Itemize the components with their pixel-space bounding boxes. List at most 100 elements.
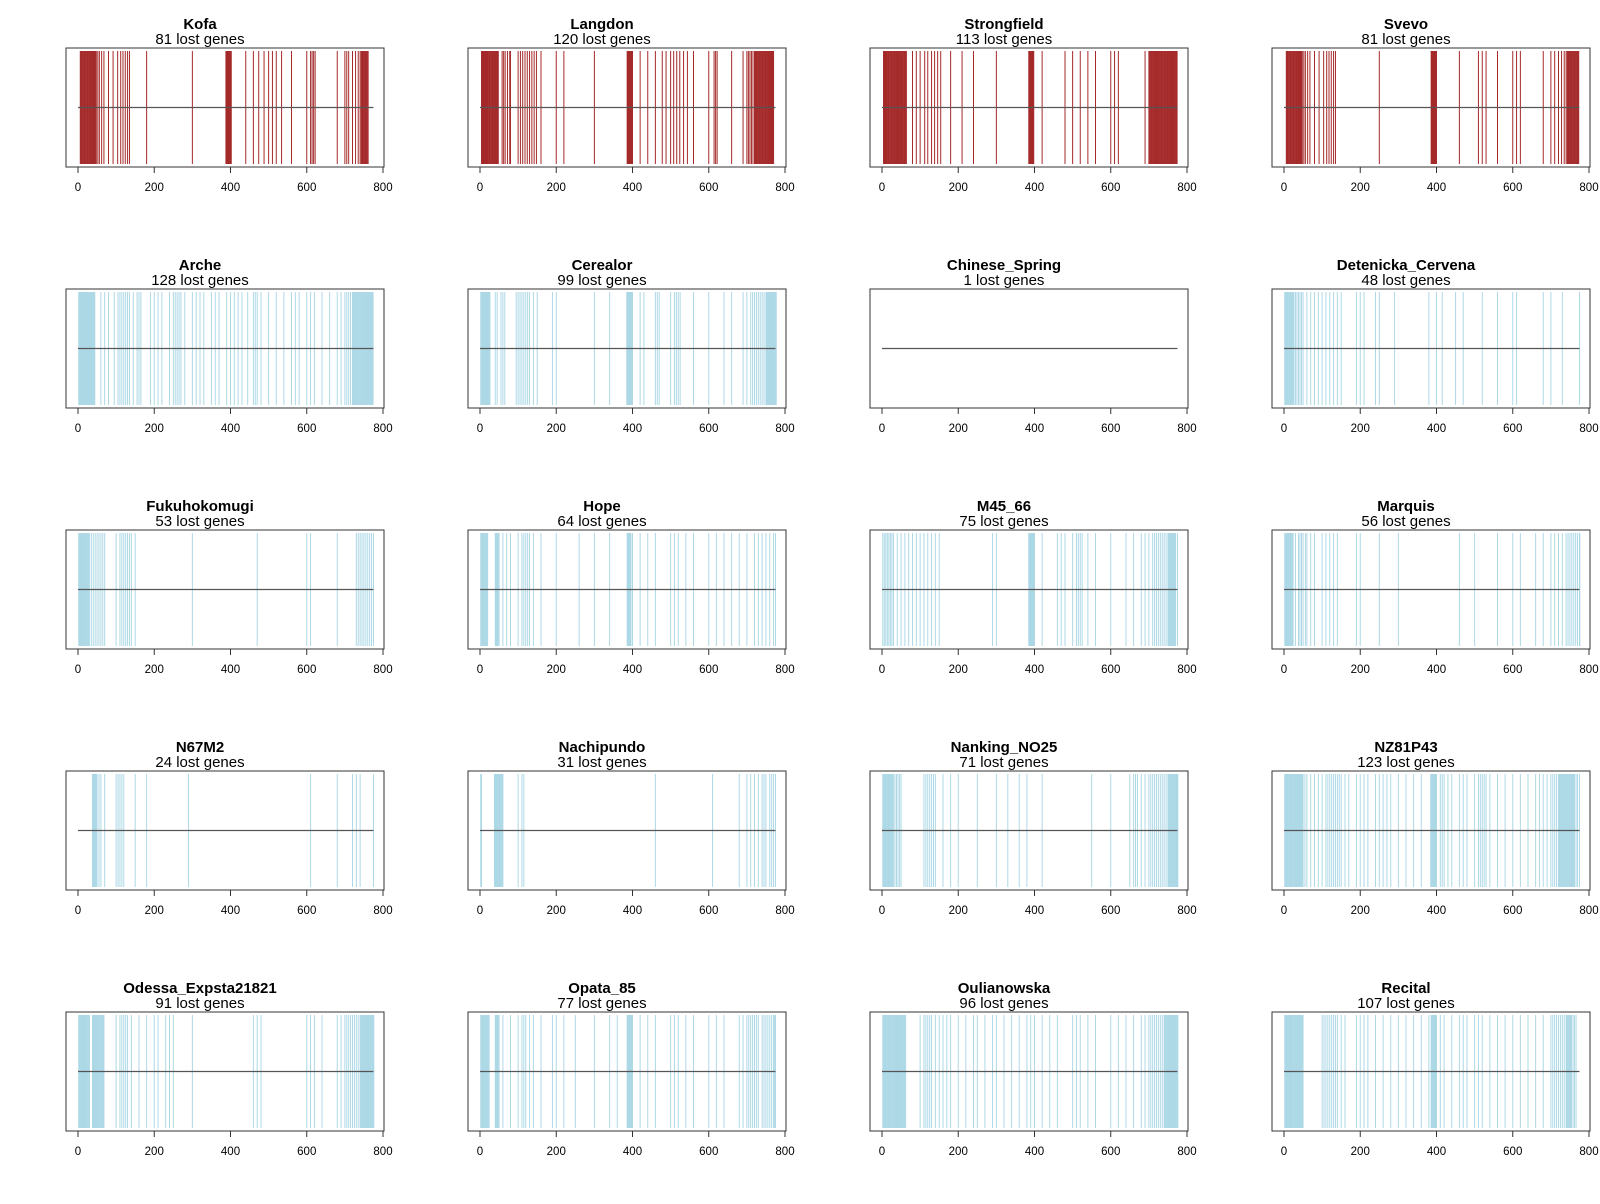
x-tick-label: 600 <box>297 664 316 676</box>
panel-title: Strongfield <box>964 16 1044 33</box>
x-tick-label: 600 <box>699 182 718 194</box>
x-tick-label: 200 <box>547 423 566 435</box>
x-tick-label: 400 <box>221 905 240 917</box>
panel-subtitle: 48 lost genes <box>1361 272 1451 289</box>
x-tick-label: 600 <box>1101 1146 1120 1158</box>
x-tick-label: 800 <box>1177 905 1196 917</box>
panel-title: N67M2 <box>175 739 225 756</box>
strip-plot: 0 200 400 600 800 <box>1271 1011 1599 1158</box>
x-tick-label: 200 <box>547 664 566 676</box>
x-tick-label: 400 <box>1427 1146 1446 1158</box>
x-tick-label: 800 <box>775 664 794 676</box>
panel-title: Hope <box>583 498 621 515</box>
panel-subtitle: 31 lost genes <box>557 754 647 771</box>
panel-svevo: Svevo 81 lost genes 0 200 400 600 800 <box>1206 0 1600 240</box>
panel-title: Nachipundo <box>558 739 646 756</box>
x-tick-label: 600 <box>1503 182 1522 194</box>
panel-subtitle: 120 lost genes <box>553 31 651 48</box>
panel-subtitle: 64 lost genes <box>557 513 647 530</box>
panel-title: Chinese_Spring <box>946 257 1062 274</box>
panel-nanking-no25: Nanking_NO25 71 lost genes 0 200 400 600 800 <box>804 723 1204 963</box>
x-tick-label: 200 <box>547 182 566 194</box>
x-tick-label: 800 <box>1177 182 1196 194</box>
x-tick-label: 800 <box>775 182 794 194</box>
panel-n67m2: N67M2 24 lost genes 0 200 400 600 800 <box>0 723 400 963</box>
panel-title: Fukuhokomugi <box>146 498 254 515</box>
strip-plot: 0 200 400 600 800 <box>1271 529 1599 676</box>
panel-opata-85: Opata_85 77 lost genes 0 200 400 600 800 <box>402 964 802 1204</box>
panel-title: Recital <box>1381 980 1431 997</box>
panel-title: Nanking_NO25 <box>950 739 1058 756</box>
x-tick-label: 200 <box>547 1146 566 1158</box>
x-tick-label: 800 <box>775 905 794 917</box>
panel-fukuhokomugi: Fukuhokomugi 53 lost genes 0 200 400 600 800 <box>0 482 400 722</box>
x-tick-label: 200 <box>145 664 164 676</box>
x-tick-label: 200 <box>1351 905 1370 917</box>
strip-plot: 0 200 400 600 800 <box>65 47 393 194</box>
x-tick-label: 400 <box>1427 423 1446 435</box>
panel-detenicka-cervena: Detenicka_Cervena 48 lost genes 0 200 400 600… <box>1206 241 1600 481</box>
x-tick-label: 0 <box>1281 182 1287 194</box>
panel-recital: Recital 107 lost genes 0 200 400 600 800 <box>1206 964 1600 1204</box>
panel-subtitle: 91 lost genes <box>155 995 245 1012</box>
x-tick-label: 0 <box>879 1146 885 1158</box>
panel-strongfield: Strongfield 113 lost genes 0 200 400 600 800 <box>804 0 1204 240</box>
x-tick-label: 800 <box>373 664 392 676</box>
x-tick-label: 200 <box>949 1146 968 1158</box>
strip-plot: 0 200 400 600 800 <box>1271 47 1599 194</box>
x-tick-label: 0 <box>75 423 81 435</box>
panel-subtitle: 75 lost genes <box>959 513 1049 530</box>
x-tick-label: 600 <box>1503 1146 1522 1158</box>
x-tick-label: 200 <box>1351 1146 1370 1158</box>
strip-plot: 0 200 400 600 800 <box>467 1011 795 1158</box>
x-tick-label: 400 <box>1025 905 1044 917</box>
x-tick-label: 0 <box>75 182 81 194</box>
x-tick-label: 800 <box>1177 1146 1196 1158</box>
x-tick-label: 200 <box>949 182 968 194</box>
x-tick-label: 600 <box>297 905 316 917</box>
x-tick-label: 600 <box>297 423 316 435</box>
x-tick-label: 200 <box>145 182 164 194</box>
x-tick-label: 800 <box>1579 182 1598 194</box>
panel-title: Marquis <box>1377 498 1435 515</box>
x-tick-label: 400 <box>1025 1146 1044 1158</box>
strip-plot: 0 200 400 600 800 <box>869 529 1197 676</box>
x-tick-label: 800 <box>775 1146 794 1158</box>
x-tick-label: 400 <box>623 423 642 435</box>
strip-plot: 0 200 400 600 800 <box>869 770 1197 917</box>
x-tick-label: 0 <box>1281 905 1287 917</box>
strip-plot: 0 200 400 600 800 <box>869 47 1197 194</box>
x-tick-label: 800 <box>373 182 392 194</box>
x-tick-label: 200 <box>949 905 968 917</box>
x-tick-label: 200 <box>1351 182 1370 194</box>
x-tick-label: 0 <box>879 182 885 194</box>
panel-marquis: Marquis 56 lost genes 0 200 400 600 800 <box>1206 482 1600 722</box>
x-tick-label: 0 <box>879 664 885 676</box>
panel-subtitle: 77 lost genes <box>557 995 647 1012</box>
x-tick-label: 600 <box>297 1146 316 1158</box>
panel-cerealor: Cerealor 99 lost genes 0 200 400 600 800 <box>402 241 802 481</box>
x-tick-label: 600 <box>1101 664 1120 676</box>
x-tick-label: 800 <box>1177 664 1196 676</box>
x-tick-label: 400 <box>1427 182 1446 194</box>
panel-subtitle: 128 lost genes <box>151 272 249 289</box>
panel-title: Arche <box>178 257 222 274</box>
panel-title: Kofa <box>183 16 217 33</box>
strip-plot: 0 200 400 600 800 <box>869 288 1197 435</box>
x-tick-label: 400 <box>623 664 642 676</box>
x-tick-label: 600 <box>699 664 718 676</box>
x-tick-label: 400 <box>221 664 240 676</box>
x-tick-label: 800 <box>373 1146 392 1158</box>
x-tick-label: 0 <box>75 1146 81 1158</box>
x-tick-label: 800 <box>1579 905 1598 917</box>
x-tick-label: 800 <box>1177 423 1196 435</box>
strip-plot: 0 200 400 600 800 <box>1271 770 1599 917</box>
x-tick-label: 0 <box>477 182 483 194</box>
panel-oulianowska: Oulianowska 96 lost genes 0 200 400 600 800 <box>804 964 1204 1204</box>
x-tick-label: 600 <box>699 1146 718 1158</box>
panel-title: Opata_85 <box>568 980 636 997</box>
panel-hope: Hope 64 lost genes 0 200 400 600 800 <box>402 482 802 722</box>
x-tick-label: 400 <box>623 905 642 917</box>
x-tick-label: 0 <box>1281 1146 1287 1158</box>
strip-plot: 0 200 400 600 800 <box>467 47 795 194</box>
